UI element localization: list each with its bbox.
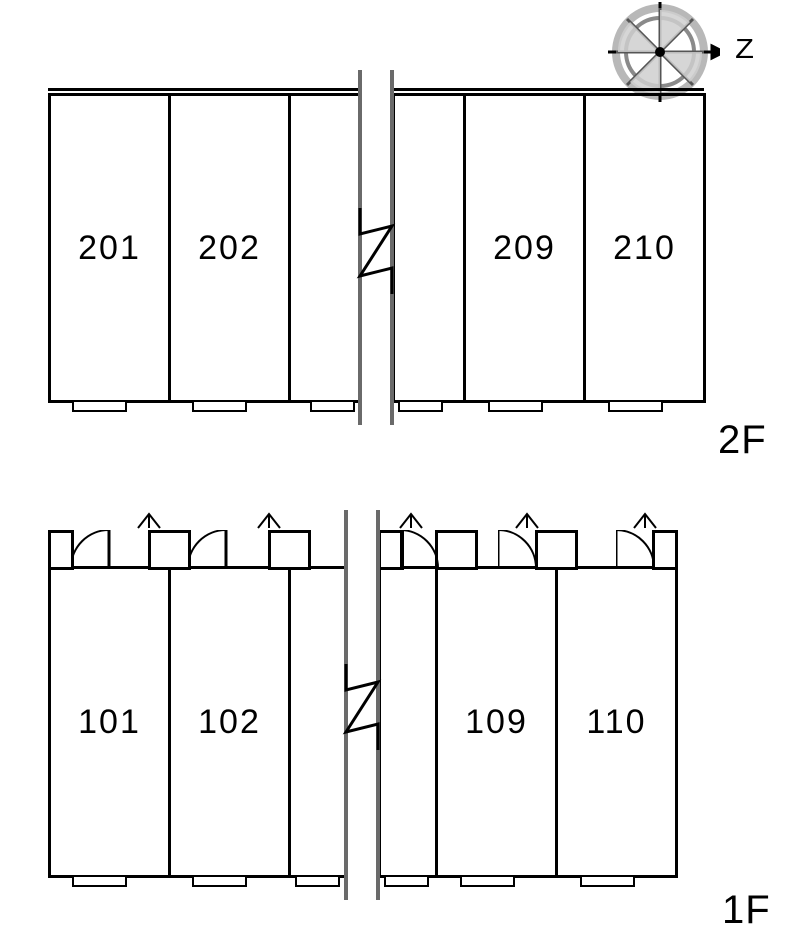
floor1-label: 1F (722, 888, 771, 933)
sill (310, 400, 355, 412)
sill (192, 400, 247, 412)
sill (295, 875, 340, 887)
floor2-label: 2F (718, 418, 767, 463)
vent-icon (398, 512, 424, 530)
vent-icon (256, 512, 282, 530)
sill (460, 875, 515, 887)
floor2-zigzag-icon (350, 208, 402, 294)
compass-icon (600, 2, 720, 102)
unit-label: 202 (198, 229, 261, 268)
unit-label: 101 (78, 703, 141, 742)
compass-label: Z (735, 33, 754, 65)
vent-icon (632, 512, 658, 530)
sill (384, 875, 429, 887)
sill (72, 875, 127, 887)
unit-109: 109 (435, 566, 558, 878)
pillar (268, 530, 311, 570)
door-swing-icon (71, 530, 151, 572)
sill (192, 875, 247, 887)
floor1-zigzag-icon (336, 664, 388, 750)
pillar (535, 530, 578, 570)
door-swing-icon (498, 530, 538, 572)
sill (608, 400, 663, 412)
unit-label: 102 (198, 703, 261, 742)
unit-2gap-b (392, 93, 466, 403)
pillar (435, 530, 478, 570)
vent-icon (514, 512, 540, 530)
unit-110: 110 (555, 566, 678, 878)
floorplan-canvas: Z 201 202 209 210 2F 101 102 109 110 (0, 0, 800, 942)
door-swing-icon (400, 530, 440, 572)
sill (580, 875, 635, 887)
pillar (148, 530, 191, 570)
sill (398, 400, 443, 412)
unit-202: 202 (168, 93, 291, 403)
unit-201: 201 (48, 93, 171, 403)
unit-102: 102 (168, 566, 291, 878)
unit-210: 210 (583, 93, 706, 403)
unit-209: 209 (463, 93, 586, 403)
sill (488, 400, 543, 412)
unit-label: 209 (493, 229, 556, 268)
sill (72, 400, 127, 412)
unit-label: 201 (78, 229, 141, 268)
unit-101: 101 (48, 566, 171, 878)
unit-label: 109 (465, 703, 528, 742)
door-swing-icon (616, 530, 656, 572)
vent-icon (136, 512, 162, 530)
door-swing-icon (188, 530, 268, 572)
unit-label: 210 (613, 229, 676, 268)
unit-label: 110 (586, 703, 646, 742)
